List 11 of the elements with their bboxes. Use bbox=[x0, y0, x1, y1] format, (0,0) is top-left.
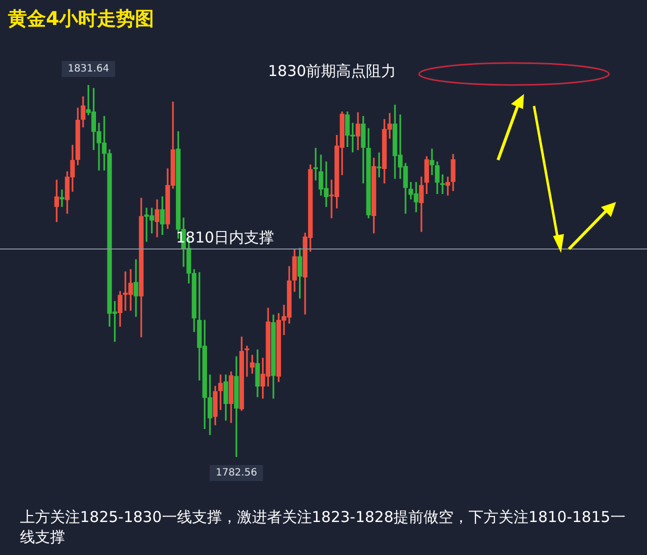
candlestick bbox=[244, 346, 250, 377]
candlestick bbox=[134, 259, 138, 317]
candlestick bbox=[440, 174, 445, 194]
candlestick bbox=[218, 374, 223, 410]
annotation: 1831.64 bbox=[68, 64, 110, 75]
chart-title: 黄金4小时走势图 bbox=[8, 7, 154, 32]
candlestick bbox=[60, 190, 64, 207]
text: 1830前期高点阻力 bbox=[268, 62, 396, 81]
candlestick bbox=[430, 148, 434, 176]
text: 上方关注1825-1830一线支撑，激进者关注1823-1828提前做空，下方关注1810-1815一线支撑 bbox=[20, 507, 626, 547]
annotation: 1782.56 bbox=[216, 468, 258, 479]
